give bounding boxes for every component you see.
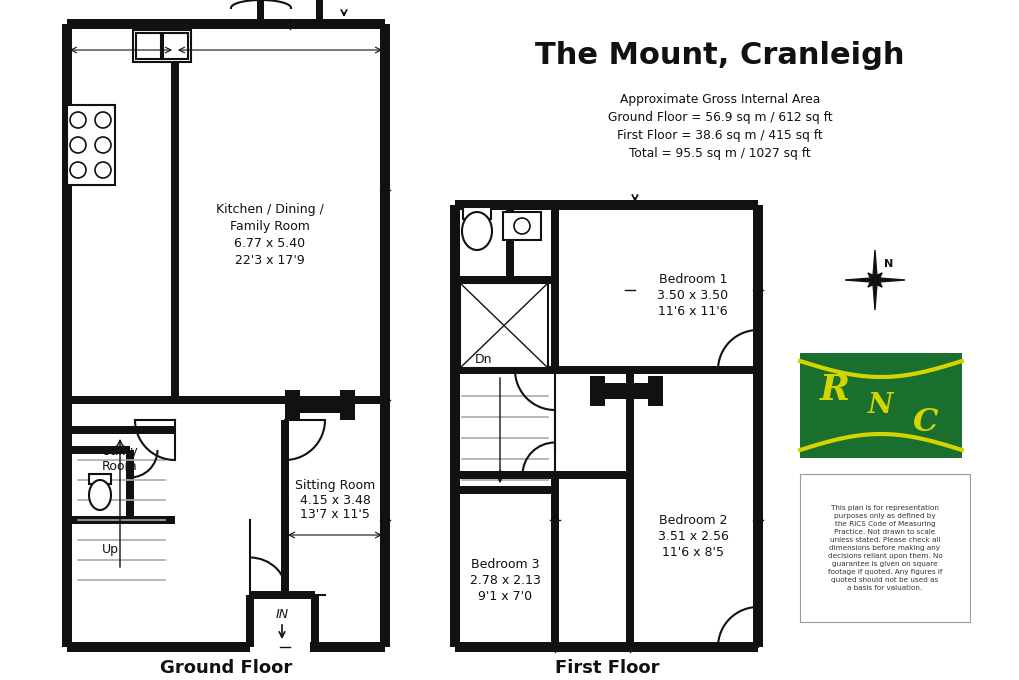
Bar [257,0,264,24]
Text: Ground Floor = 56.9 sq m / 612 sq ft: Ground Floor = 56.9 sq m / 612 sq ft [607,112,832,124]
Bar [89,474,111,484]
Bar [67,516,175,524]
Text: R: R [819,373,849,407]
Polygon shape [844,250,904,310]
Text: C: C [911,407,936,439]
Text: 9'1 x 7'0: 9'1 x 7'0 [478,590,532,604]
Text: Approximate Gross Internal Area: Approximate Gross Internal Area [620,94,819,107]
Text: First Floor = 38.6 sq m / 415 sq ft: First Floor = 38.6 sq m / 415 sq ft [616,129,822,143]
Bar [550,205,558,370]
Bar [250,591,315,599]
Text: N: N [883,259,893,269]
Bar [647,376,662,406]
Bar [284,390,300,420]
Bar [626,370,634,647]
Bar [505,205,514,280]
Bar [67,446,129,454]
Bar [62,24,72,647]
Text: Bedroom 1: Bedroom 1 [658,273,727,286]
Text: 11'6 x 8'5: 11'6 x 8'5 [661,545,723,558]
Bar [171,24,178,400]
Text: 22'3 x 17'9: 22'3 x 17'9 [235,254,305,267]
Bar [454,486,554,494]
Bar [316,0,323,24]
Bar [799,474,969,622]
Text: IN: IN [275,607,288,620]
Bar [604,383,647,399]
Ellipse shape [89,480,111,510]
Text: 2.78 x 2.13: 2.78 x 2.13 [469,575,540,588]
Bar [460,283,547,368]
Text: Bedroom 2: Bedroom 2 [658,513,727,526]
Bar [339,390,355,420]
Text: Bedroom 3: Bedroom 3 [471,558,539,571]
Text: Sitting Room: Sitting Room [294,479,375,492]
Text: This plan is for representation
purposes only as defined by
the RICS Code of Mea: This plan is for representation purposes… [826,505,942,591]
Text: Up: Up [102,543,118,556]
Bar [310,642,384,652]
Bar [67,426,175,434]
Bar [280,420,288,595]
Text: Total = 95.5 sq m / 1027 sq ft: Total = 95.5 sq m / 1027 sq ft [629,148,810,160]
Text: First Floor: First Floor [554,659,658,677]
Bar [589,376,604,406]
Bar [454,471,630,479]
Bar [67,105,115,185]
Text: Dn: Dn [475,354,492,367]
Bar [752,205,762,647]
Text: 6.77 x 5.40: 6.77 x 5.40 [234,237,306,250]
Bar [799,353,961,458]
Text: 3.51 x 2.56: 3.51 x 2.56 [657,530,728,543]
Text: Kitchen / Dining /: Kitchen / Dining / [216,203,324,216]
Bar [67,642,250,652]
Bar [132,30,191,62]
Bar [311,595,319,647]
Bar [454,366,757,374]
Text: Room: Room [102,460,138,473]
Text: 11'6 x 11'6: 11'6 x 11'6 [657,305,728,318]
Text: Ground Floor: Ground Floor [160,659,291,677]
Bar [550,475,558,647]
Bar [246,595,254,647]
Bar [454,200,757,210]
Bar [502,212,540,240]
Bar [300,397,339,413]
Text: N: N [866,392,892,420]
Bar [136,33,161,59]
Bar [454,642,757,652]
Bar [67,19,384,29]
Bar [380,24,389,647]
Text: The Mount, Cranleigh: The Mount, Cranleigh [535,41,904,69]
Bar [163,33,187,59]
Text: 3.50 x 3.50: 3.50 x 3.50 [657,290,728,303]
Bar [67,396,384,404]
Text: 13'7 x 11'5: 13'7 x 11'5 [300,509,370,522]
Bar [126,450,133,520]
Bar [463,207,490,219]
Ellipse shape [462,212,491,250]
Text: Utility: Utility [102,445,139,458]
Text: Family Room: Family Room [230,220,310,233]
Text: 4.15 x 3.48: 4.15 x 3.48 [300,494,370,507]
Bar [449,205,460,647]
Bar [454,276,554,284]
